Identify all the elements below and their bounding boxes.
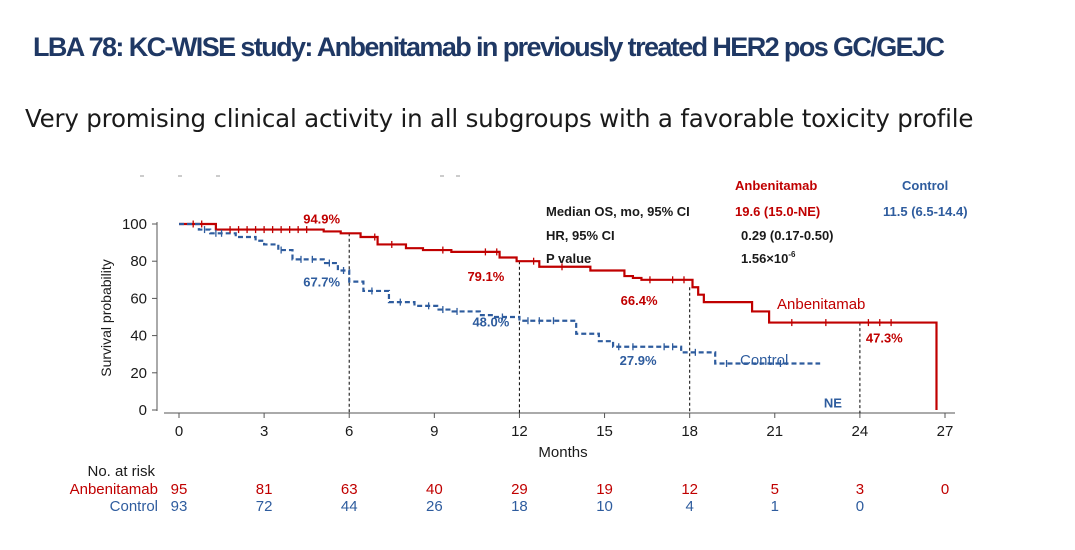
curve-control bbox=[179, 222, 821, 365]
stats-header-control: Control bbox=[902, 178, 948, 193]
at-risk-label-control: Control bbox=[110, 498, 158, 515]
censor-marks bbox=[192, 220, 892, 367]
number-at-risk: No. at risk Anbenitamab Control 95 81 63 40… bbox=[70, 463, 950, 515]
annotations: 94.9% 67.7% 79.1% 48.0% 66.4% 27.9% 47.3% NE Anb… bbox=[303, 211, 903, 410]
stats-pvalue-exponent: -6 bbox=[788, 250, 796, 259]
slide-subtitle: Very promising clinical activity in all … bbox=[25, 104, 974, 133]
at-risk-value: 0 bbox=[856, 498, 864, 515]
stats-label-pvalue: P value bbox=[546, 251, 591, 266]
stats-table: Anbenitamab Control Median OS, mo, 95% C… bbox=[546, 178, 968, 266]
at-risk-value: 29 bbox=[511, 481, 528, 498]
at-risk-value: 93 bbox=[171, 498, 188, 515]
x-tick-label: 24 bbox=[852, 423, 869, 440]
x-tick-label: 3 bbox=[260, 423, 268, 440]
at-risk-title: No. at risk bbox=[87, 463, 155, 480]
stats-label-median-os: Median OS, mo, 95% CI bbox=[546, 204, 690, 219]
stats-pvalue: 1.56×10-6 bbox=[741, 250, 796, 266]
curve-label-control: Control bbox=[740, 352, 788, 369]
annotation-label: 79.1% bbox=[467, 269, 504, 284]
x-tick-label: 12 bbox=[511, 423, 528, 440]
x-tick-label: 0 bbox=[175, 423, 183, 440]
stats-header-anbenitamab: Anbenitamab bbox=[735, 178, 817, 193]
curve-anbenitamab bbox=[179, 222, 938, 410]
at-risk-value: 72 bbox=[256, 498, 273, 515]
y-tick-label: 20 bbox=[130, 365, 147, 382]
x-tick-label: 21 bbox=[766, 423, 783, 440]
at-risk-value: 44 bbox=[341, 498, 358, 515]
annotation-label: 27.9% bbox=[620, 353, 657, 368]
at-risk-value: 0 bbox=[941, 481, 949, 498]
annotation-label: 94.9% bbox=[303, 211, 340, 226]
at-risk-value: 40 bbox=[426, 481, 443, 498]
at-risk-value: 4 bbox=[685, 498, 693, 515]
y-tick-label: 80 bbox=[130, 253, 147, 270]
stats-pvalue-mantissa: 1.56×10 bbox=[741, 251, 788, 266]
x-tick-label: 15 bbox=[596, 423, 613, 440]
at-risk-value: 95 bbox=[171, 481, 188, 498]
at-risk-value: 63 bbox=[341, 481, 358, 498]
annotation-label: 66.4% bbox=[621, 293, 658, 308]
at-risk-value: 12 bbox=[681, 481, 698, 498]
at-risk-value: 1 bbox=[771, 498, 779, 515]
annotation-label: 48.0% bbox=[472, 315, 509, 330]
slide-title: LBA 78: KC-WISE study: Anbenitamab in pr… bbox=[33, 32, 945, 62]
annotation-label: 67.7% bbox=[303, 275, 340, 290]
reference-lines bbox=[348, 233, 861, 413]
at-risk-value: 26 bbox=[426, 498, 443, 515]
y-tick-label: 40 bbox=[130, 328, 147, 345]
x-tick-label: 27 bbox=[937, 423, 954, 440]
at-risk-value: 10 bbox=[596, 498, 613, 515]
y-tick-label: 60 bbox=[130, 290, 147, 307]
at-risk-label-anbenitamab: Anbenitamab bbox=[70, 481, 158, 498]
at-risk-value: 3 bbox=[856, 481, 864, 498]
y-tick-label: 0 bbox=[139, 402, 147, 419]
survival-curves bbox=[179, 222, 938, 410]
at-risk-value: 5 bbox=[771, 481, 779, 498]
at-risk-value: 81 bbox=[256, 481, 273, 498]
y-tick-label: 100 bbox=[122, 216, 147, 233]
at-risk-values: 95 81 63 40 29 19 12 5 3 093 72 44 26 18 10 4 1 0 bbox=[171, 481, 950, 515]
at-risk-value: 19 bbox=[596, 481, 613, 498]
x-tick-label: 6 bbox=[345, 423, 353, 440]
x-tick-label: 9 bbox=[430, 423, 438, 440]
at-risk-value: 18 bbox=[511, 498, 528, 515]
x-tick-label: 18 bbox=[681, 423, 698, 440]
annotation-label: NE bbox=[824, 396, 842, 411]
annotation-label: 47.3% bbox=[866, 331, 903, 346]
x-axis-label: Months bbox=[538, 444, 587, 461]
stats-hr-value: 0.29 (0.17-0.50) bbox=[741, 228, 834, 243]
curve-label-anbenitamab: Anbenitamab bbox=[777, 296, 865, 313]
stats-median-os-anbenitamab: 19.6 (15.0-NE) bbox=[735, 204, 820, 219]
stats-median-os-control: 11.5 (6.5-14.4) bbox=[883, 204, 968, 219]
stats-label-hr: HR, 95% CI bbox=[546, 228, 615, 243]
y-axis-label: Survival probability bbox=[98, 259, 114, 377]
axes: 0 3 6 9 12 15 18 21 24 27 0 20 40 60 80 100 bbox=[122, 216, 955, 440]
